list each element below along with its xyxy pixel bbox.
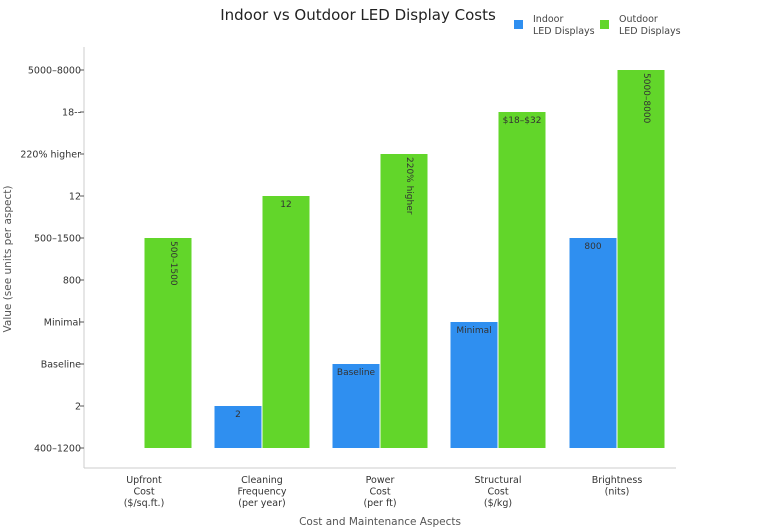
bar-outdoor: [380, 154, 428, 448]
legend-label-outdoor: Outdoor LED Displays: [619, 14, 681, 37]
legend-label-indoor: Indoor LED Displays: [533, 14, 595, 37]
y-tick-label: 220% higher: [20, 150, 81, 161]
data-label: $18–$32: [503, 116, 542, 126]
bar-outdoor: [617, 70, 665, 448]
data-label: 500–1500: [168, 241, 178, 286]
y-tick-label: 400–1200: [34, 444, 81, 455]
y-tick-label: 2: [75, 402, 81, 413]
bar-outdoor: [144, 238, 192, 448]
bar-indoor: [569, 238, 617, 448]
data-label: Baseline: [337, 368, 376, 378]
x-axis-label: Cost and Maintenance Aspects: [299, 516, 461, 528]
y-tick-label: 5000–8000: [28, 66, 81, 77]
x-tick-label: Power Cost (per ft): [363, 475, 396, 509]
bar-indoor: [332, 364, 380, 448]
legend-swatch-outdoor: [600, 20, 609, 29]
y-tick-label: 18--: [62, 108, 81, 119]
bar-indoor: [214, 406, 262, 448]
plot-area: 400–1200 2 Baseline Minimal 800 500–1500 12 220…: [20, 47, 676, 509]
data-label: 2: [235, 410, 241, 420]
y-tick-label: 500–1500: [34, 234, 81, 245]
bar-indoor: [450, 322, 498, 448]
x-tick-label: Structural Cost ($/kg): [474, 475, 521, 509]
data-label: 5000–8000: [641, 73, 651, 124]
x-tick-label: Cleaning Frequency (per year): [237, 475, 286, 509]
y-tick-label: Minimal: [44, 318, 81, 329]
y-tick-label: 800: [63, 276, 81, 287]
data-label: 12: [280, 200, 291, 210]
data-label: Minimal: [456, 326, 491, 336]
legend-swatch-indoor: [514, 20, 523, 29]
x-tick-label: Upfront Cost ($/sq.ft.): [124, 475, 165, 509]
y-axis-label: Value (see units per aspect): [2, 186, 14, 333]
bar-outdoor: [498, 112, 546, 448]
y-tick-label: 12: [69, 192, 81, 203]
x-tick-label: Brightness (nits): [592, 475, 643, 498]
chart-title: Indoor vs Outdoor LED Display Costs: [220, 6, 496, 24]
data-label: 220% higher: [404, 157, 414, 215]
bar-outdoor: [262, 196, 310, 448]
data-label: 800: [584, 242, 601, 252]
y-tick-label: Baseline: [41, 360, 81, 371]
